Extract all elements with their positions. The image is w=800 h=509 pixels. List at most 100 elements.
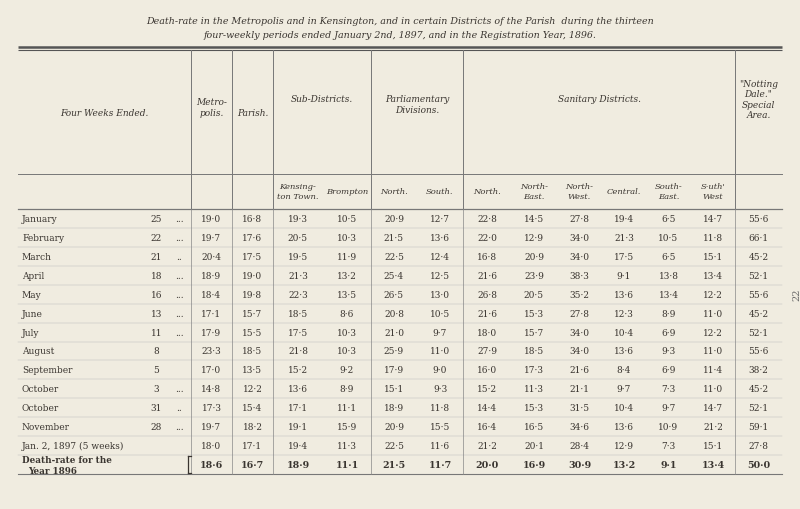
- Text: 17·5: 17·5: [614, 252, 634, 261]
- Text: Year 1896: Year 1896: [28, 466, 77, 475]
- Text: 21·6: 21·6: [477, 309, 497, 318]
- Text: 9·7: 9·7: [662, 404, 676, 412]
- Text: Jan. 2, 1897 (5 weeks): Jan. 2, 1897 (5 weeks): [22, 441, 124, 450]
- Text: S·uth'
West: S·uth' West: [701, 183, 726, 200]
- Text: February: February: [22, 234, 64, 242]
- Text: 13·2: 13·2: [612, 460, 636, 469]
- Text: 10·4: 10·4: [614, 404, 634, 412]
- Text: 18·0: 18·0: [477, 328, 497, 337]
- Text: October: October: [22, 385, 59, 393]
- Text: 21·6: 21·6: [570, 365, 590, 375]
- Text: 13·2: 13·2: [337, 271, 357, 280]
- Text: 27·9: 27·9: [477, 347, 497, 356]
- Text: South.: South.: [426, 188, 454, 195]
- Text: 34·0: 34·0: [570, 234, 590, 242]
- Text: Brompton: Brompton: [326, 188, 368, 195]
- Text: Sub-Districts.: Sub-Districts.: [291, 95, 353, 104]
- Text: 9·3: 9·3: [433, 385, 447, 393]
- Text: 19·1: 19·1: [288, 422, 308, 431]
- Text: 9·0: 9·0: [433, 365, 447, 375]
- Text: 8·9: 8·9: [662, 309, 676, 318]
- Text: 11·4: 11·4: [703, 365, 723, 375]
- Text: 17·5: 17·5: [288, 328, 308, 337]
- Text: Parliamentary
Divisions.: Parliamentary Divisions.: [385, 95, 449, 115]
- Text: 9·1: 9·1: [660, 460, 677, 469]
- Text: "Notting
Dale."
Special
Area.: "Notting Dale." Special Area.: [739, 80, 778, 120]
- Text: 12·2: 12·2: [703, 328, 723, 337]
- Text: 15·5: 15·5: [242, 328, 262, 337]
- Text: 22: 22: [151, 234, 162, 242]
- Text: North.: North.: [473, 188, 501, 195]
- Text: ...: ...: [175, 271, 184, 280]
- Text: 14·4: 14·4: [477, 404, 497, 412]
- Text: 10·3: 10·3: [337, 234, 357, 242]
- Text: Parish.: Parish.: [237, 108, 268, 117]
- Text: 19·4: 19·4: [288, 441, 308, 450]
- Text: August: August: [22, 347, 54, 356]
- Text: 34·0: 34·0: [570, 328, 590, 337]
- Text: 13·6: 13·6: [430, 234, 450, 242]
- Text: ...: ...: [175, 328, 184, 337]
- Text: 21·6: 21·6: [477, 271, 497, 280]
- Text: 16·0: 16·0: [477, 365, 497, 375]
- Text: 22: 22: [792, 289, 800, 301]
- Text: September: September: [22, 365, 73, 375]
- Text: 10·3: 10·3: [337, 347, 357, 356]
- Text: 18·2: 18·2: [242, 422, 262, 431]
- Text: 20·8: 20·8: [384, 309, 404, 318]
- Text: 45·2: 45·2: [749, 385, 769, 393]
- Text: Metro-
polis.: Metro- polis.: [196, 98, 227, 118]
- Text: 9·7: 9·7: [617, 385, 631, 393]
- Text: ...: ...: [175, 385, 184, 393]
- Text: 18·0: 18·0: [202, 441, 222, 450]
- Text: 12·3: 12·3: [614, 309, 634, 318]
- Text: 11·1: 11·1: [337, 404, 357, 412]
- Text: 13·5: 13·5: [242, 365, 262, 375]
- Text: 27·8: 27·8: [570, 214, 590, 223]
- Text: 13·4: 13·4: [702, 460, 725, 469]
- Text: 17·3: 17·3: [524, 365, 544, 375]
- Text: 6·9: 6·9: [662, 365, 676, 375]
- Text: 22·8: 22·8: [477, 214, 497, 223]
- Text: 34·0: 34·0: [570, 252, 590, 261]
- Text: 12·9: 12·9: [524, 234, 544, 242]
- Text: ...: ...: [175, 422, 184, 431]
- Text: 11·9: 11·9: [337, 252, 357, 261]
- Text: 10·5: 10·5: [658, 234, 678, 242]
- Text: 18·5: 18·5: [242, 347, 262, 356]
- Text: 34·6: 34·6: [570, 422, 590, 431]
- Text: 52·1: 52·1: [749, 404, 769, 412]
- Text: 17·3: 17·3: [202, 404, 222, 412]
- Text: 11·1: 11·1: [335, 460, 358, 469]
- Text: 13·4: 13·4: [658, 290, 678, 299]
- Text: 10·3: 10·3: [337, 328, 357, 337]
- Text: 12·9: 12·9: [614, 441, 634, 450]
- Text: 19·7: 19·7: [202, 234, 222, 242]
- Text: June: June: [22, 309, 43, 318]
- Text: 11·8: 11·8: [430, 404, 450, 412]
- Text: 13·6: 13·6: [614, 347, 634, 356]
- Text: 26·5: 26·5: [384, 290, 404, 299]
- Text: 25·9: 25·9: [384, 347, 404, 356]
- Text: 38·3: 38·3: [570, 271, 590, 280]
- Text: 11·3: 11·3: [337, 441, 357, 450]
- Text: 12·2: 12·2: [242, 385, 262, 393]
- Text: 15·1: 15·1: [703, 252, 723, 261]
- Text: 21·3: 21·3: [614, 234, 634, 242]
- Text: 45·2: 45·2: [749, 252, 769, 261]
- Text: 14·5: 14·5: [524, 214, 544, 223]
- Text: 11·0: 11·0: [430, 347, 450, 356]
- Text: 13·6: 13·6: [614, 290, 634, 299]
- Text: 13·8: 13·8: [658, 271, 678, 280]
- Text: Four Weeks Ended.: Four Weeks Ended.: [60, 108, 149, 117]
- Text: 8·4: 8·4: [617, 365, 631, 375]
- Text: 18: 18: [150, 271, 162, 280]
- Text: 15·2: 15·2: [477, 385, 497, 393]
- Text: 21·5: 21·5: [382, 460, 406, 469]
- Text: 21·3: 21·3: [288, 271, 308, 280]
- Text: 9·1: 9·1: [617, 271, 631, 280]
- Text: 25: 25: [150, 214, 162, 223]
- Text: ..: ..: [177, 404, 182, 412]
- Text: 20·4: 20·4: [202, 252, 222, 261]
- Text: 16·7: 16·7: [241, 460, 264, 469]
